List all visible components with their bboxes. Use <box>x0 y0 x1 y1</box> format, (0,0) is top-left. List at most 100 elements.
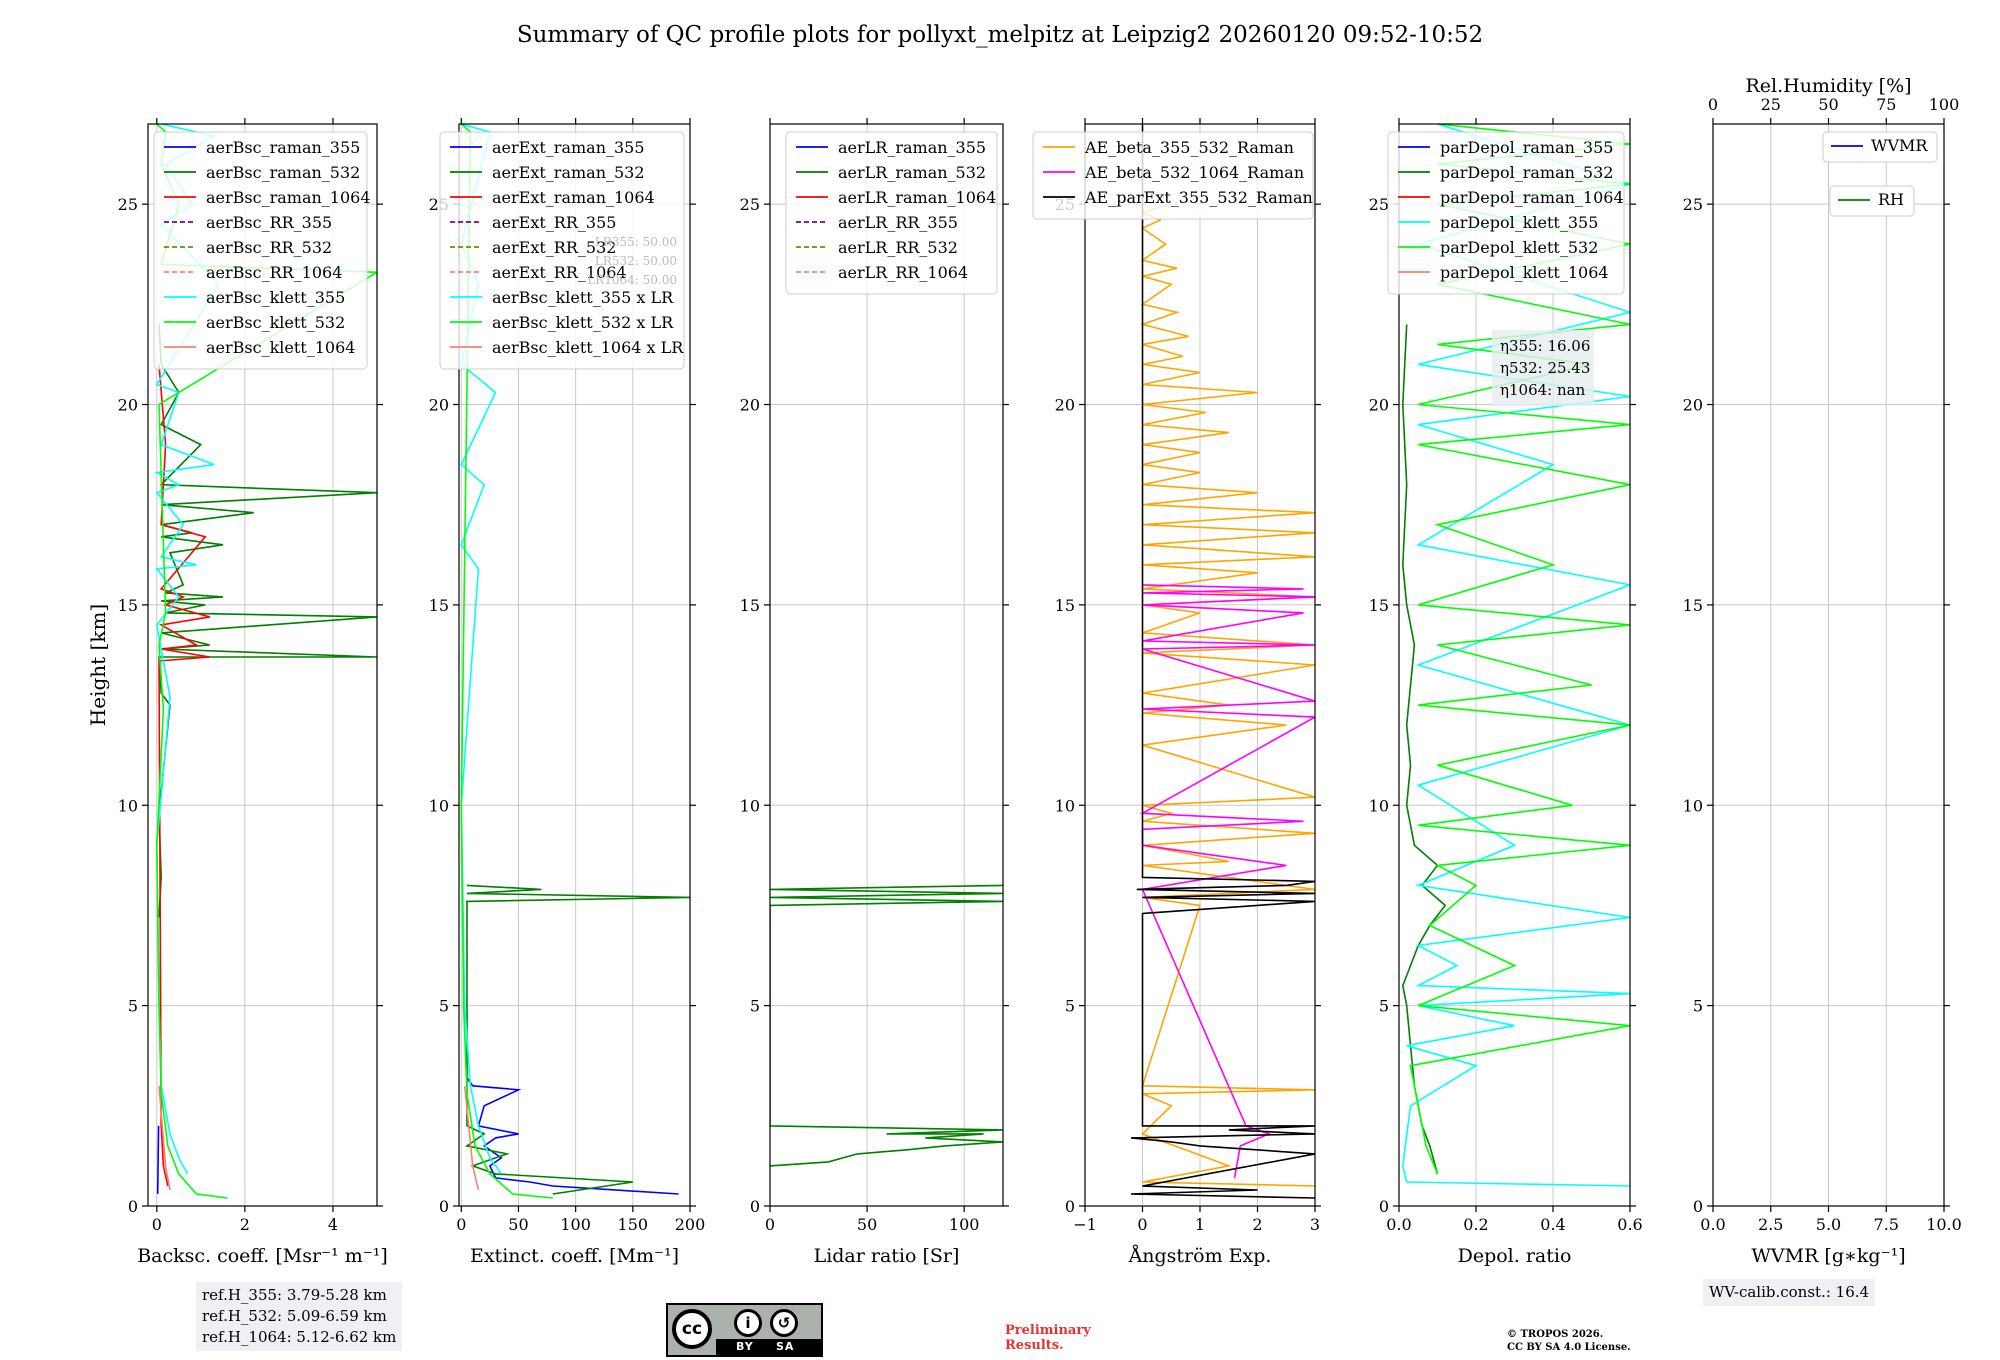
legend-label: WVMR <box>1871 136 1928 155</box>
legend-box <box>153 131 368 370</box>
legend-label: AE_beta_532_1064_Raman <box>1084 163 1304 182</box>
legend-label: aerLR_RR_355 <box>838 213 958 232</box>
x-tick-label: 3 <box>1310 1215 1320 1234</box>
legend-label: parDepol_raman_355 <box>1440 138 1613 157</box>
share-alike-icon: ↺ <box>770 1309 798 1337</box>
y-tick-label: 5 <box>439 997 449 1016</box>
legend-label: aerExt_RR_1064 <box>492 263 627 282</box>
y-tick-label: 15 <box>1055 596 1075 615</box>
legend-label: aerBsc_klett_355 x LR <box>492 288 674 307</box>
x2-tick-label: 100 <box>1929 95 1960 114</box>
x-tick-label: 0 <box>456 1215 466 1234</box>
license-by-label: BY <box>736 1340 754 1353</box>
legend-label: parDepol_raman_532 <box>1440 163 1613 182</box>
lidar-ratio-annotation: LR1064: 50.00 <box>587 273 677 287</box>
series-line-aerBsc_klett_1064 <box>158 1085 171 1191</box>
x-axis-label: Ångström Exp. <box>1128 1245 1272 1267</box>
y-tick-label: 5 <box>128 997 138 1016</box>
y-tick-label: 5 <box>1379 997 1389 1016</box>
x-tick-label: 7.5 <box>1874 1215 1899 1234</box>
legend-label: parDepol_klett_1064 <box>1440 263 1609 282</box>
cc-logo-icon: cc <box>672 1309 712 1349</box>
lidar-ratio-annotation: LR355: 50.00 <box>595 235 677 249</box>
x2-tick-label: 0 <box>1708 95 1718 114</box>
x-tick-label: 2 <box>240 1215 250 1234</box>
legend-label: aerBsc_klett_355 <box>206 288 345 307</box>
y-tick-label: 15 <box>429 596 449 615</box>
legend: parDepol_raman_355 parDepol_raman_532 parD… <box>1387 131 1625 295</box>
legend-label: parDepol_klett_532 <box>1440 238 1598 257</box>
panel-4: −101230510152025Ångström Exp.AE_beta_355… <box>1032 118 1321 1267</box>
y-tick-label: 0 <box>1379 1197 1389 1216</box>
y-tick-label: 15 <box>118 596 138 615</box>
legend-label: aerLR_RR_532 <box>838 238 958 257</box>
series-line-aerBsc_raman_1064 <box>158 364 210 1187</box>
panel-5: 0.0 0.2 0.4 0.6 0 5 10 15 20 25 Depol. ratio parDep… <box>1369 118 1643 1267</box>
series-line-AE_beta_532_1064_Raman <box>1139 584 1315 1179</box>
legend-label: aerBsc_klett_532 x LR <box>492 313 674 332</box>
legend-label: aerExt_RR_355 <box>492 213 616 232</box>
legend-box <box>439 131 685 370</box>
axes-frame <box>458 123 691 1207</box>
axes-frame <box>769 123 1004 1207</box>
y-tick-label: 20 <box>740 396 760 415</box>
legend-label: aerLR_raman_1064 <box>838 188 996 207</box>
legend-label: aerExt_raman_532 <box>492 163 645 182</box>
preliminary-line-1: Preliminary <box>1005 1323 1091 1338</box>
y-tick-label: 10 <box>1369 796 1389 815</box>
preliminary-line-2: Results. <box>1005 1338 1064 1353</box>
copyright-line-1: © TROPOS 2026. <box>1507 1329 1604 1340</box>
y-tick-label: 10 <box>1683 796 1703 815</box>
copyright-line-2: CC BY SA 4.0 License. <box>1507 1342 1631 1353</box>
y-tick-label: 15 <box>1369 596 1389 615</box>
eta-box <box>1492 330 1594 406</box>
wv-calibration-box: WV-calib.const.: 16.4 <box>1703 1279 1876 1306</box>
panel-3: 0 50 100 0 5 10 15 20 25 Lidar ratio [Sr] aerLR_ra… <box>740 118 1009 1267</box>
legend-box-rh <box>1829 185 1915 217</box>
series-line-aerBsc_raman_532 <box>158 324 377 918</box>
x2-tick-label: 75 <box>1876 95 1896 114</box>
x-tick-label: 1 <box>1195 1215 1205 1234</box>
legend-label: AE_parExt_355_532_Raman <box>1084 188 1313 207</box>
series-line-aerExt_raman_355 <box>466 1077 679 1195</box>
legend-label: RH <box>1878 190 1904 209</box>
y-tick-label: 0 <box>439 1197 449 1216</box>
eta-annotation: η1064: nan <box>1500 381 1586 399</box>
legend: aerLR_raman_355 aerLR_raman_532 aerLR_rama… <box>785 131 998 295</box>
y-tick-label: 25 <box>740 195 760 214</box>
series-line-AE_parExt_355_532_Raman <box>1130 124 1315 1199</box>
x-tick-label: 0.0 <box>1386 1215 1411 1234</box>
legend-label: aerBsc_klett_532 <box>206 313 345 332</box>
legend-label: aerBsc_RR_355 <box>206 213 332 232</box>
axes-frame <box>147 123 378 1207</box>
person-icon: i <box>734 1309 762 1337</box>
legend-label: aerBsc_klett_1064 x LR <box>492 338 684 357</box>
legend-label: aerExt_raman_355 <box>492 138 645 157</box>
x-tick-label: 50 <box>508 1215 528 1234</box>
y-tick-label: 0 <box>1065 1197 1075 1216</box>
series-line-AE_beta_355_532_Raman <box>1139 203 1315 1187</box>
legend-box <box>1387 131 1625 295</box>
y-tick-label: 20 <box>118 396 138 415</box>
y-tick-label: 25 <box>118 195 138 214</box>
copyright-note: © TROPOS 2026. CC BY SA 4.0 License. <box>1507 1328 1631 1354</box>
x-tick-label: 100 <box>949 1215 980 1234</box>
panel-6: 0.0 2.5 5.0 7.5 10.0 0 5 10 15 20 25 WVMR [g∗kg⁻¹] 0… <box>1683 75 1962 1267</box>
series-group <box>770 884 1003 1167</box>
y-tick-label: 5 <box>1693 997 1703 1016</box>
y-tick-label: 20 <box>1055 396 1075 415</box>
legend-label: parDepol_raman_1064 <box>1440 188 1624 207</box>
x2-axis-label: Rel.Humidity [%] <box>1745 75 1911 97</box>
y-tick-label: 20 <box>1683 396 1703 415</box>
legend-label: aerBsc_klett_1064 <box>206 338 355 357</box>
y-tick-label: 15 <box>740 596 760 615</box>
x2-tick-label: 25 <box>1761 95 1781 114</box>
y-tick-label: 20 <box>1369 396 1389 415</box>
series-line-aerBsc_klett_1064 x LR <box>463 1085 480 1191</box>
x-tick-label: 10.0 <box>1926 1215 1962 1234</box>
x2-tick-label: 50 <box>1818 95 1838 114</box>
eta-annotation: η532: 25.43 <box>1500 359 1590 377</box>
y-tick-label: 25 <box>1369 195 1389 214</box>
y-axis-label: Height [km] <box>86 604 110 726</box>
y-tick-label: 5 <box>750 997 760 1016</box>
